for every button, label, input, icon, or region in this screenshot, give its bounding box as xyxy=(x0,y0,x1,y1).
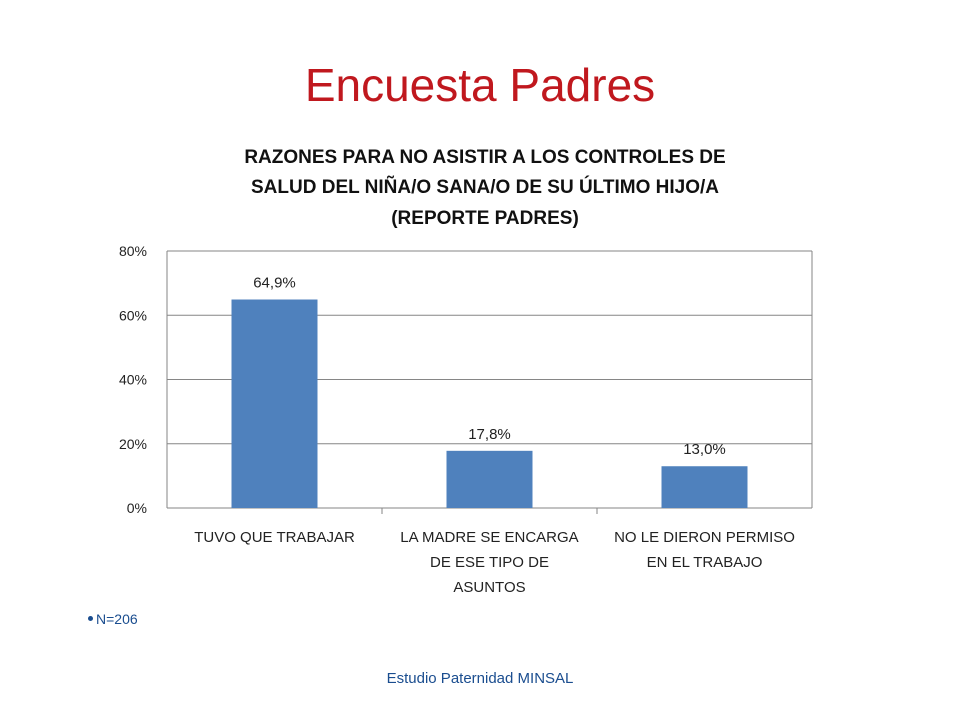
y-tick-label: 80% xyxy=(119,243,147,259)
category-label: LA MADRE SE ENCARGA xyxy=(400,529,578,546)
sample-size-text: N=206 xyxy=(96,611,138,627)
data-label: 13,0% xyxy=(683,441,726,458)
data-label: 17,8% xyxy=(468,426,511,443)
bar xyxy=(661,466,748,508)
footer-source: Estudio Paternidad MINSAL xyxy=(386,670,574,687)
sample-size-note: N=206 xyxy=(88,611,138,627)
chart-title-line-3: (REPORTE PADRES) xyxy=(391,207,579,229)
slide-title: Encuesta Padres xyxy=(304,59,656,111)
data-label: 64,9% xyxy=(253,275,296,292)
chart-title-line-2: SALUD DEL NIÑA/O SANA/O DE SU ÚLTIMO HIJ… xyxy=(251,177,719,199)
category-label: DE ESE TIPO DE xyxy=(430,554,549,571)
y-tick-label: 20% xyxy=(119,436,147,452)
y-tick-label: 40% xyxy=(119,372,147,388)
category-label: EN EL TRABAJO xyxy=(647,554,763,571)
chart-title: RAZONES PARA NO ASISTIR A LOS CONTROLES … xyxy=(180,143,790,234)
bar xyxy=(446,450,533,508)
category-label: NO LE DIERON PERMISO xyxy=(614,529,795,546)
category-label: ASUNTOS xyxy=(453,579,525,596)
bar xyxy=(231,299,318,508)
y-tick-label: 0% xyxy=(127,500,147,516)
bullet-icon xyxy=(88,615,93,621)
category-label: TUVO QUE TRABAJAR xyxy=(194,529,355,546)
chart-title-line-1: RAZONES PARA NO ASISTIR A LOS CONTROLES … xyxy=(244,147,726,168)
y-tick-label: 60% xyxy=(119,307,147,323)
